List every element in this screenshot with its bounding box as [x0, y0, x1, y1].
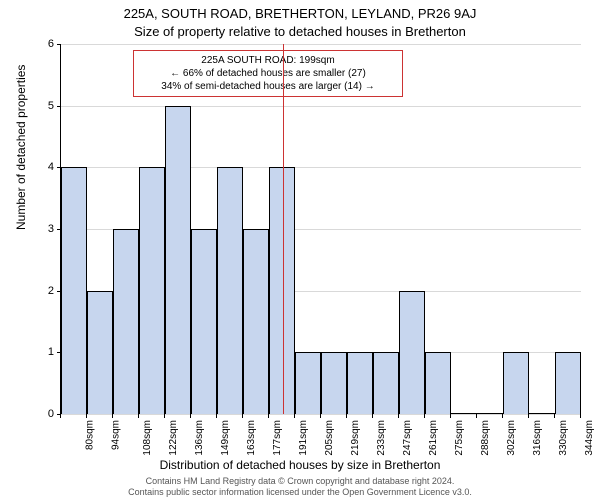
x-tick-mark — [528, 414, 529, 418]
x-tick-label: 205sqm — [324, 420, 335, 456]
histogram-bar — [425, 352, 451, 414]
footer-line-2: Contains public sector information licen… — [0, 487, 600, 498]
x-tick-label: 330sqm — [558, 420, 569, 456]
x-tick-label: 122sqm — [168, 420, 179, 456]
y-tick-label: 3 — [0, 223, 54, 235]
y-tick-label: 1 — [0, 346, 54, 358]
x-tick-mark — [398, 414, 399, 418]
histogram-bar — [139, 167, 165, 414]
x-tick-mark — [268, 414, 269, 418]
x-tick-mark — [346, 414, 347, 418]
x-tick-mark — [190, 414, 191, 418]
chart-subtitle: Size of property relative to detached ho… — [0, 24, 600, 39]
histogram-bar — [113, 229, 139, 414]
histogram-bar — [373, 352, 399, 414]
x-tick-mark — [502, 414, 503, 418]
histogram-bar — [61, 167, 87, 414]
x-tick-mark — [112, 414, 113, 418]
x-tick-mark — [450, 414, 451, 418]
x-tick-label: 275sqm — [454, 420, 465, 456]
x-tick-label: 316sqm — [532, 420, 543, 456]
x-tick-mark — [580, 414, 581, 418]
footer-line-1: Contains HM Land Registry data © Crown c… — [0, 476, 600, 487]
x-tick-label: 191sqm — [298, 420, 309, 456]
histogram-bar — [191, 229, 217, 414]
x-tick-mark — [86, 414, 87, 418]
x-tick-mark — [424, 414, 425, 418]
histogram-bar — [321, 352, 347, 414]
y-tick-mark — [57, 106, 61, 107]
x-tick-label: 233sqm — [376, 420, 387, 456]
footer-attribution: Contains HM Land Registry data © Crown c… — [0, 476, 600, 498]
x-tick-label: 177sqm — [272, 420, 283, 456]
x-tick-label: 344sqm — [584, 420, 595, 456]
x-tick-mark — [554, 414, 555, 418]
y-tick-mark — [57, 44, 61, 45]
histogram-bar — [399, 291, 425, 414]
x-tick-mark — [320, 414, 321, 418]
histogram-bar — [243, 229, 269, 414]
histogram-bar — [165, 106, 191, 414]
y-tick-label: 4 — [0, 161, 54, 173]
x-tick-label: 261sqm — [428, 420, 439, 456]
histogram-bar — [555, 352, 581, 414]
x-tick-mark — [60, 414, 61, 418]
x-tick-mark — [164, 414, 165, 418]
gridline — [61, 414, 581, 415]
plot-area: 225A SOUTH ROAD: 199sqm← 66% of detached… — [60, 44, 581, 415]
x-axis-label: Distribution of detached houses by size … — [0, 458, 600, 472]
annotation-line: 34% of semi-detached houses are larger (… — [140, 80, 396, 93]
x-tick-label: 247sqm — [402, 420, 413, 456]
y-tick-label: 2 — [0, 285, 54, 297]
y-tick-label: 6 — [0, 38, 54, 50]
histogram-bar — [529, 413, 555, 414]
chart-container: 225A, SOUTH ROAD, BRETHERTON, LEYLAND, P… — [0, 0, 600, 500]
x-tick-mark — [242, 414, 243, 418]
x-tick-label: 288sqm — [480, 420, 491, 456]
y-axis-label: Number of detached properties — [14, 65, 28, 230]
x-tick-label: 80sqm — [85, 420, 96, 450]
x-tick-mark — [294, 414, 295, 418]
gridline — [61, 44, 581, 45]
x-tick-label: 219sqm — [350, 420, 361, 456]
x-tick-label: 163sqm — [246, 420, 257, 456]
histogram-bar — [269, 167, 295, 414]
property-marker-line — [283, 44, 284, 414]
x-tick-label: 149sqm — [220, 420, 231, 456]
histogram-bar — [503, 352, 529, 414]
histogram-bar — [477, 413, 503, 414]
y-tick-label: 5 — [0, 100, 54, 112]
annotation-box: 225A SOUTH ROAD: 199sqm← 66% of detached… — [133, 50, 403, 97]
y-tick-label: 0 — [0, 408, 54, 420]
x-tick-mark — [372, 414, 373, 418]
gridline — [61, 106, 581, 107]
x-tick-mark — [138, 414, 139, 418]
histogram-bar — [87, 291, 113, 414]
x-tick-mark — [216, 414, 217, 418]
chart-title: 225A, SOUTH ROAD, BRETHERTON, LEYLAND, P… — [0, 6, 600, 21]
x-tick-mark — [476, 414, 477, 418]
annotation-line: ← 66% of detached houses are smaller (27… — [140, 67, 396, 80]
histogram-bar — [295, 352, 321, 414]
x-tick-label: 136sqm — [194, 420, 205, 456]
annotation-line: 225A SOUTH ROAD: 199sqm — [140, 54, 396, 67]
x-tick-label: 108sqm — [142, 420, 153, 456]
histogram-bar — [451, 413, 477, 414]
x-tick-label: 302sqm — [506, 420, 517, 456]
histogram-bar — [217, 167, 243, 414]
x-tick-label: 94sqm — [111, 420, 122, 450]
histogram-bar — [347, 352, 373, 414]
